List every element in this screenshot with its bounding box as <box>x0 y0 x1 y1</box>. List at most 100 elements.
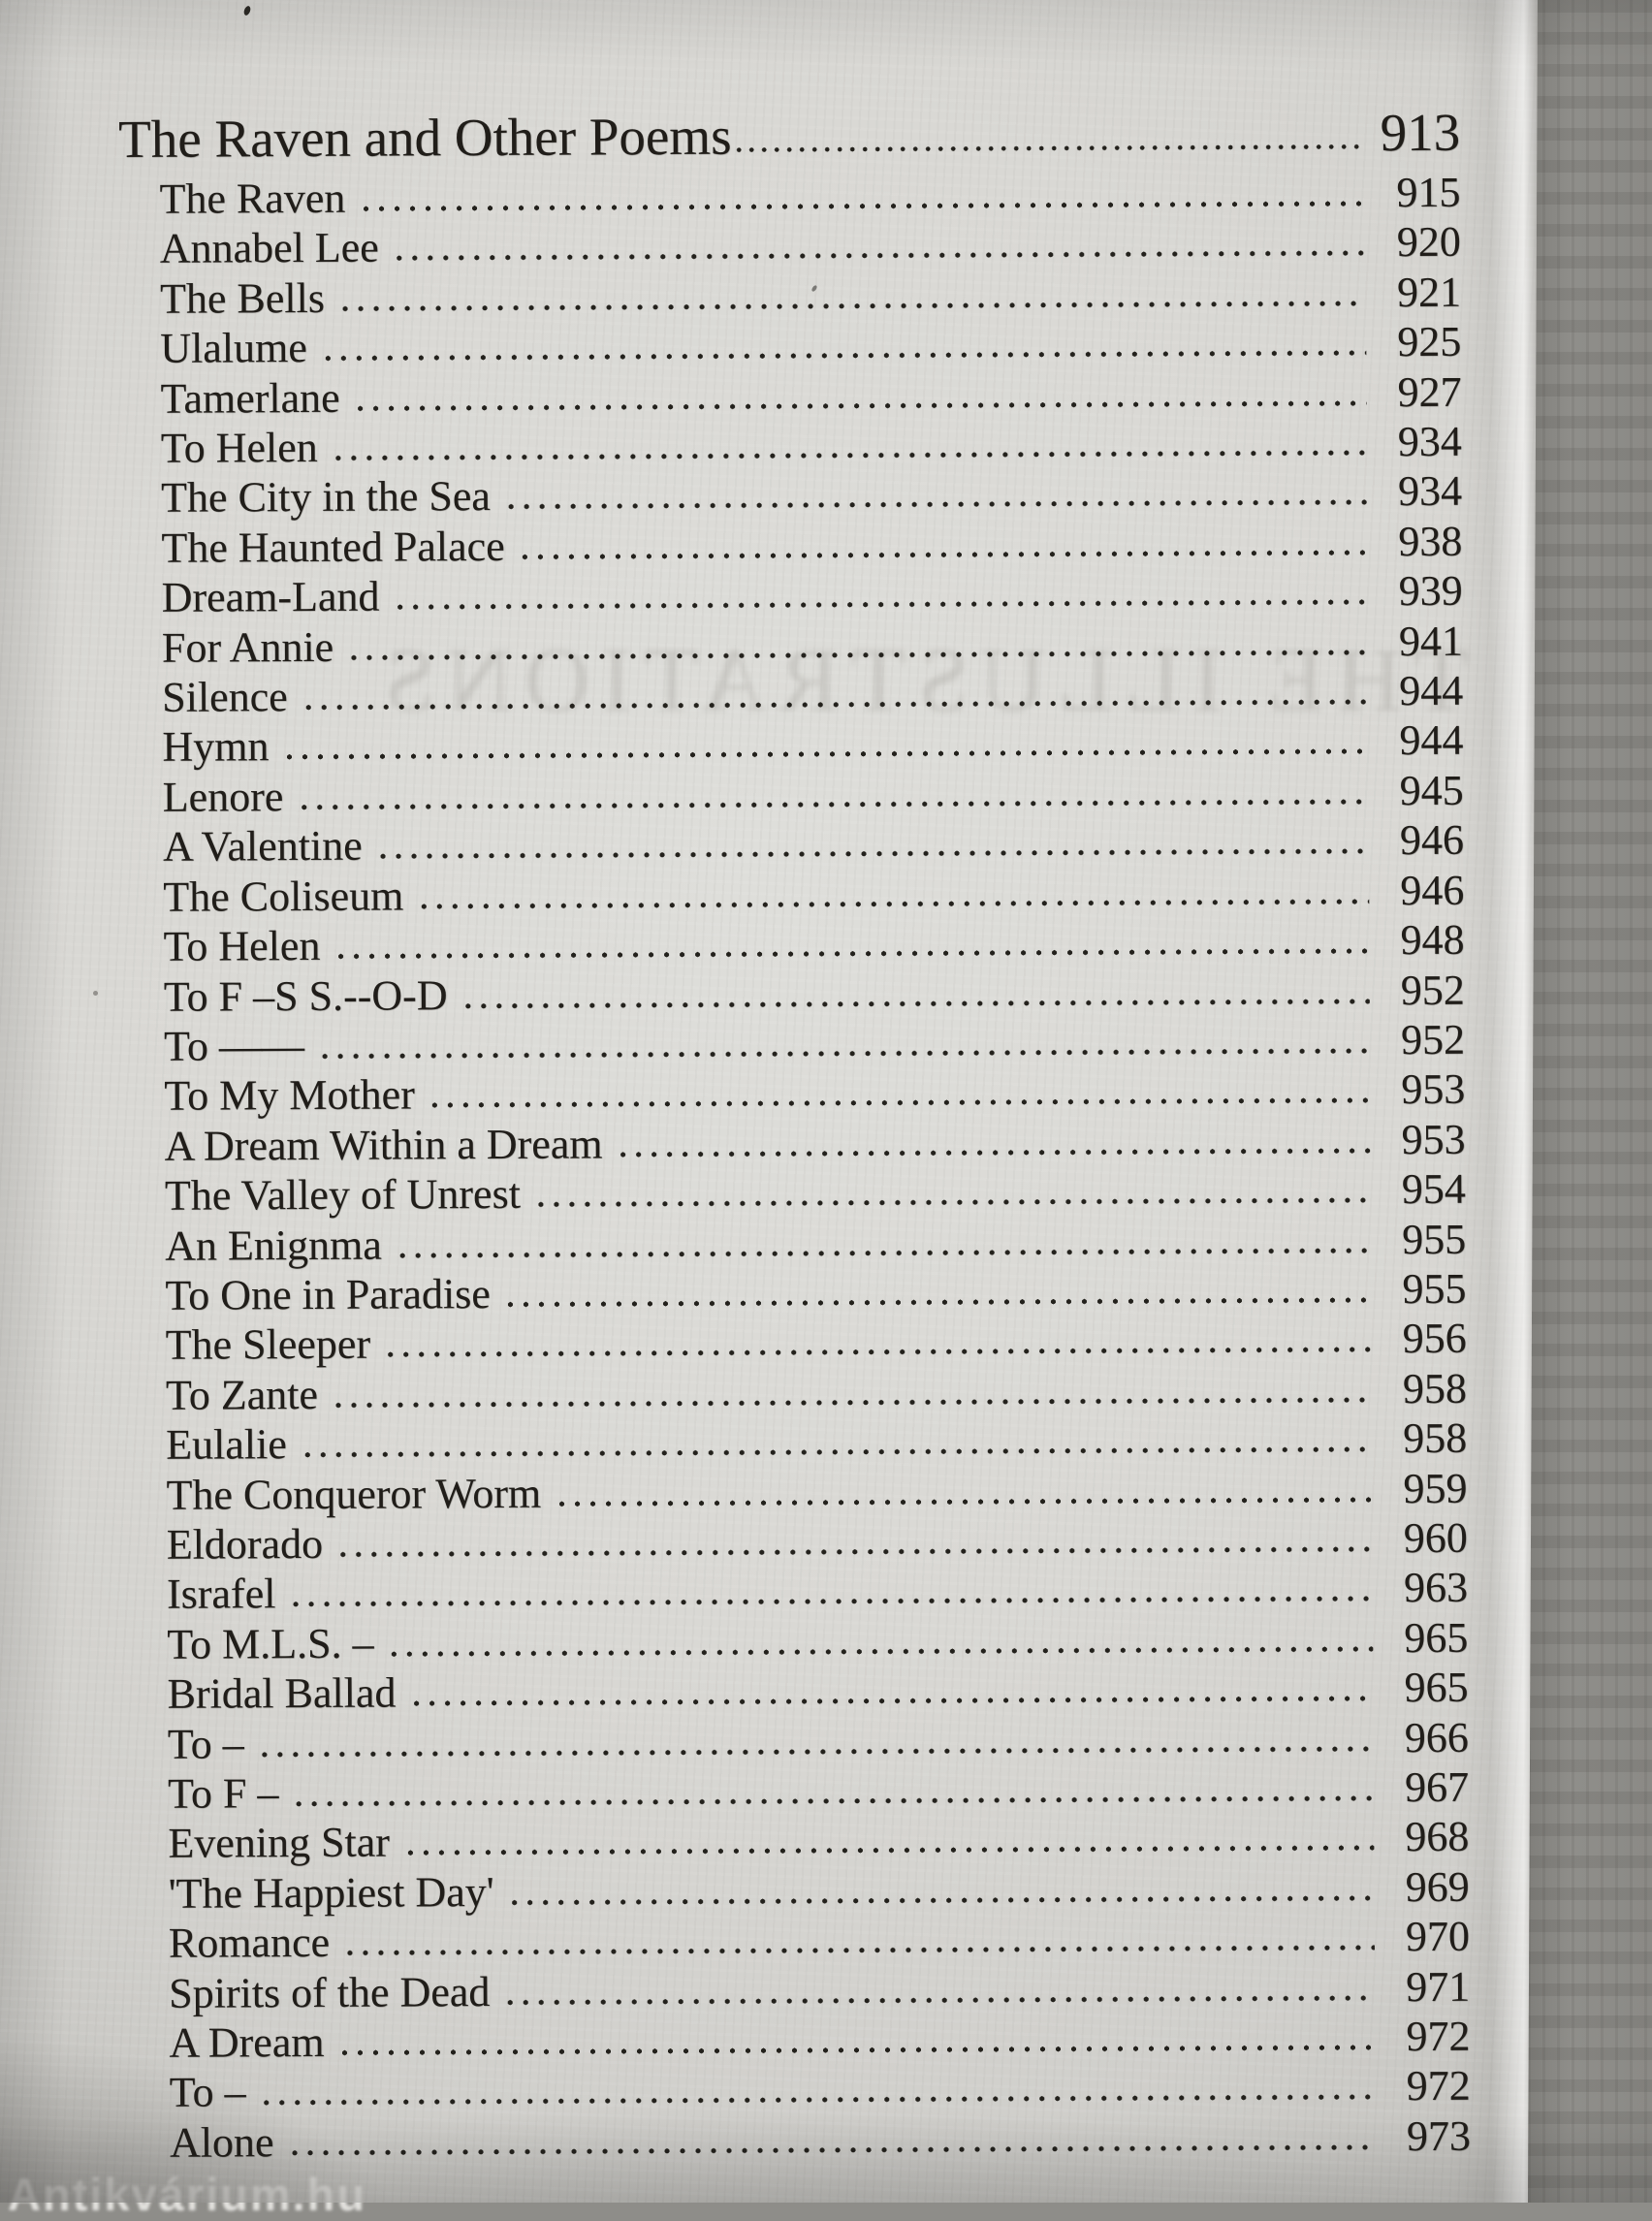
entry-title: The Coliseum <box>163 872 404 921</box>
toc-entry-row: To – 966 <box>168 1712 1469 1769</box>
dot-leader <box>733 102 1364 168</box>
entry-page-number: 938 <box>1398 517 1463 565</box>
dot-leader <box>417 865 1370 921</box>
entry-title: To One in Paradise <box>165 1269 491 1319</box>
dot-leader <box>353 366 1367 423</box>
toc-entry-row: The Haunted Palace 938 <box>161 517 1462 573</box>
dot-leader <box>257 1712 1374 1769</box>
dot-leader <box>503 1264 1372 1319</box>
dot-leader <box>320 317 1367 373</box>
toc-entry-row: The Bells 921 <box>160 268 1461 324</box>
toc-section-row: The Raven and Other Poems 913 <box>118 102 1460 171</box>
toc-entry-row: Romance 970 <box>169 1912 1470 1968</box>
dot-leader <box>518 517 1368 572</box>
dot-leader <box>297 766 1369 822</box>
entry-page-number: 921 <box>1396 268 1462 316</box>
entry-title: Lenore <box>162 772 284 821</box>
dot-leader <box>383 1314 1372 1370</box>
toc-entry-row: Bridal Ballad 965 <box>167 1663 1469 1719</box>
entry-page-number: 948 <box>1400 915 1465 965</box>
toc-entry-row: A Dream Within a Dream 953 <box>164 1114 1466 1170</box>
dot-leader <box>292 1762 1375 1819</box>
dot-leader <box>409 1663 1374 1719</box>
dot-leader <box>533 1164 1371 1220</box>
entry-title: A Valentine <box>162 821 363 872</box>
dot-leader <box>335 1513 1373 1570</box>
toc-entry-row: Lenore 945 <box>163 766 1464 822</box>
entry-title: The Bells <box>159 273 326 323</box>
dot-leader <box>503 466 1368 522</box>
entry-title: The Conqueror Worm <box>166 1469 542 1519</box>
entry-page-number: 927 <box>1397 367 1462 416</box>
dot-leader <box>428 1064 1371 1121</box>
section-title: The Raven and Other Poems <box>118 106 732 169</box>
scan-speck <box>93 991 98 996</box>
toc-entry-row: Annabel Lee 920 <box>160 217 1461 273</box>
toc-entry-row: To Zante 958 <box>166 1363 1467 1420</box>
toc-entry-row: 'The Happiest Day' 969 <box>169 1862 1470 1919</box>
toc-entry-row: Israfel 963 <box>167 1563 1468 1619</box>
toc-entry-row: To M.L.S. – 965 <box>167 1613 1468 1669</box>
entry-title: Silence <box>162 673 288 721</box>
entry-page-number: 946 <box>1399 816 1465 865</box>
section-page-number: 913 <box>1380 102 1461 163</box>
toc-entry-row: Silence 944 <box>162 666 1463 722</box>
dot-leader <box>301 666 1369 722</box>
dot-leader <box>392 217 1366 273</box>
toc-entry-row: Alone 973 <box>170 2111 1471 2168</box>
dot-leader <box>387 1613 1374 1668</box>
dot-leader <box>393 566 1368 622</box>
toc-entry-row: For Annie 941 <box>162 616 1463 672</box>
scan-speck <box>242 5 252 16</box>
dot-leader <box>395 1214 1372 1270</box>
toc-entry-row: To —— 952 <box>164 1015 1465 1071</box>
entry-page-number: 920 <box>1396 218 1461 267</box>
entry-title: Alone <box>169 2118 274 2167</box>
dot-leader <box>616 1114 1371 1169</box>
dot-leader <box>375 815 1370 872</box>
entry-page-number: 944 <box>1399 666 1464 715</box>
entry-title: For Annie <box>161 622 334 672</box>
entry-title: Spirits of the Dead <box>169 1967 491 2017</box>
entry-title: Ulalume <box>160 324 307 372</box>
dot-leader <box>402 1812 1375 1868</box>
dot-leader <box>287 2111 1377 2168</box>
entry-title: The Raven <box>159 174 346 223</box>
entry-page-number: 934 <box>1397 417 1462 466</box>
dot-leader <box>337 2012 1376 2068</box>
dot-leader <box>259 2061 1376 2118</box>
dot-leader <box>317 1015 1371 1071</box>
toc-entry-row: To Helen 934 <box>161 417 1462 473</box>
toc-entry-row: To F – 967 <box>168 1762 1469 1819</box>
dot-leader <box>507 1862 1375 1918</box>
dot-leader <box>342 1912 1376 1968</box>
toc-entry-row: Eulalie 958 <box>166 1413 1467 1470</box>
entry-title: To My Mother <box>164 1070 415 1121</box>
dot-leader <box>359 168 1366 224</box>
toc-entry-row: The Valley of Unrest 954 <box>165 1164 1466 1221</box>
dot-leader <box>503 1961 1376 2016</box>
entry-title: To Helen <box>163 922 321 970</box>
toc-entry-row: The Conqueror Worm 959 <box>166 1463 1468 1519</box>
toc-entry-row: The Coliseum 946 <box>163 865 1464 921</box>
toc-entry-row: Hymn 944 <box>162 715 1464 772</box>
entry-page-number: 941 <box>1398 617 1464 665</box>
entry-page-number: 934 <box>1397 467 1463 516</box>
toc-entry-row: To – 972 <box>170 2061 1471 2118</box>
toc-entry-row: To F –S S.--O-D 952 <box>164 965 1465 1021</box>
entry-title: To Helen <box>160 423 318 472</box>
toc-entry-row: A Valentine 946 <box>163 815 1464 872</box>
dot-leader <box>555 1463 1373 1518</box>
toc-entry-row: The City in the Sea 934 <box>161 466 1462 523</box>
entry-page-number: 944 <box>1399 716 1464 765</box>
entry-title: To —— <box>163 1021 305 1070</box>
toc-entry-row: Ulalume 925 <box>160 317 1461 373</box>
toc-entry-row: To Helen 948 <box>163 915 1465 971</box>
entry-title: A Dream Within a Dream <box>164 1120 603 1170</box>
entry-title: An Enignma <box>165 1221 382 1270</box>
entry-title: The Sleeper <box>165 1320 371 1370</box>
entry-title: Annabel Lee <box>159 224 379 273</box>
entry-title: Hymn <box>162 722 270 772</box>
entry-page-number: 945 <box>1399 766 1464 814</box>
